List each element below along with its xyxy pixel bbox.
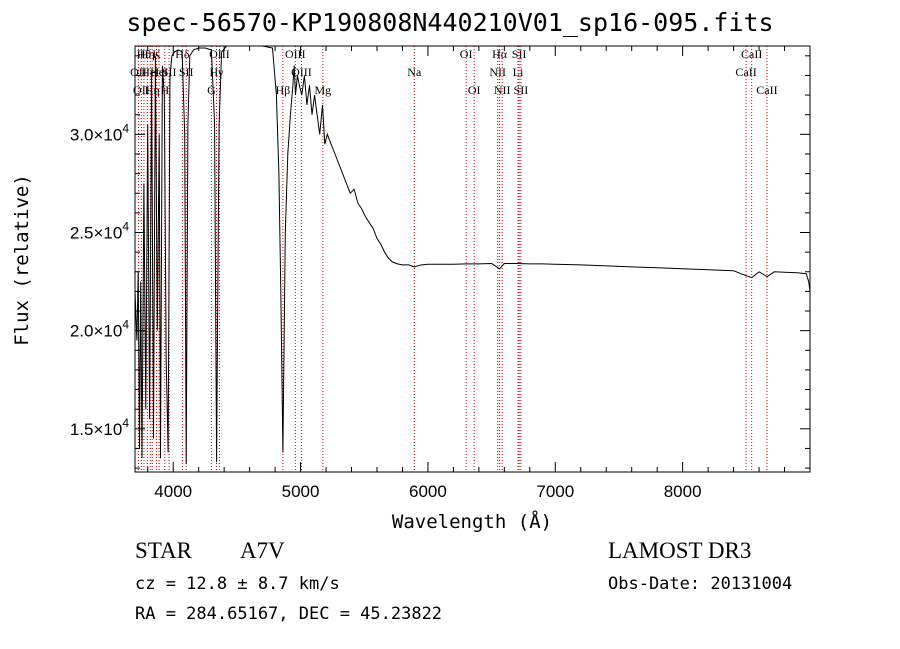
- marker-label-19: Na: [407, 65, 422, 79]
- y-tick-label-25000: 2.5×104: [70, 219, 129, 242]
- marker-label-6: K: [152, 47, 161, 61]
- marker-label-9: SII: [162, 65, 177, 79]
- marker-label-3: Hη: [140, 47, 155, 61]
- marker-label-11: SII: [179, 65, 194, 79]
- marker-label-20: OI: [460, 47, 473, 61]
- x-axis-label: Wavelength (Å): [391, 511, 553, 533]
- marker-label-12: G: [207, 83, 216, 97]
- x-tick-label-7000: 7000: [536, 482, 574, 501]
- y-tick-label-20000: 2.0×104: [70, 318, 129, 341]
- marker-label-23: Hα: [492, 47, 508, 61]
- marker-label-16: OIII: [285, 47, 306, 61]
- marker-label-7: HeI: [150, 65, 168, 79]
- marker-label-29: CaII: [741, 47, 762, 61]
- y-tick-label-30000: 3.0×104: [70, 121, 129, 144]
- survey-name: LAMOST DR3: [608, 538, 752, 563]
- spectrum-line: [135, 46, 810, 465]
- x-tick-label-5000: 5000: [282, 482, 320, 501]
- y-axis-label: Flux (relative): [11, 174, 33, 346]
- coordinates: RA = 284.65167, DEC = 45.23822: [135, 604, 443, 624]
- line-markers: OIIOIIHθHηHeIHηKHeIHSIIHδSIIGHγOIIIHβOII…: [130, 46, 778, 472]
- x-tick-label-6000: 6000: [409, 482, 447, 501]
- marker-label-4: HeI: [141, 65, 159, 79]
- marker-label-26: SII: [512, 47, 527, 61]
- marker-label-15: Hβ: [275, 83, 290, 97]
- marker-label-28: CaII: [735, 65, 756, 79]
- marker-label-30: CaII: [756, 83, 777, 97]
- x-tick-label-4000: 4000: [154, 482, 192, 501]
- y-axis: 1.5×104 2.0×104 2.5×104 3.0×104: [70, 55, 810, 469]
- marker-label-27: SII: [514, 83, 529, 97]
- plot-title: spec-56570-KP190808N440210V01_sp16-095.f…: [126, 8, 774, 37]
- object-class: STAR: [135, 538, 192, 563]
- marker-label-17: OIII: [291, 65, 312, 79]
- obs-date: Obs-Date: 20131004: [608, 574, 793, 594]
- plot-frame: [134, 45, 811, 473]
- object-subclass: A7V: [240, 538, 285, 563]
- marker-label-1: OII: [133, 83, 150, 97]
- marker-label-8: H: [160, 83, 169, 97]
- marker-label-0: OII: [130, 65, 147, 79]
- marker-label-22: NII: [489, 65, 506, 79]
- x-tick-label-8000: 8000: [664, 482, 702, 501]
- x-axis: 4000 5000 6000 7000 8000: [147, 46, 786, 501]
- marker-label-25: Li: [513, 65, 524, 79]
- marker-label-18: Mg: [315, 83, 332, 97]
- marker-label-21: OI: [468, 83, 481, 97]
- marker-label-24: NII: [494, 83, 511, 97]
- y-tick-label-15000: 1.5×104: [70, 416, 129, 439]
- redshift-readout: cz = 12.8 ± 8.7 km/s: [135, 574, 340, 594]
